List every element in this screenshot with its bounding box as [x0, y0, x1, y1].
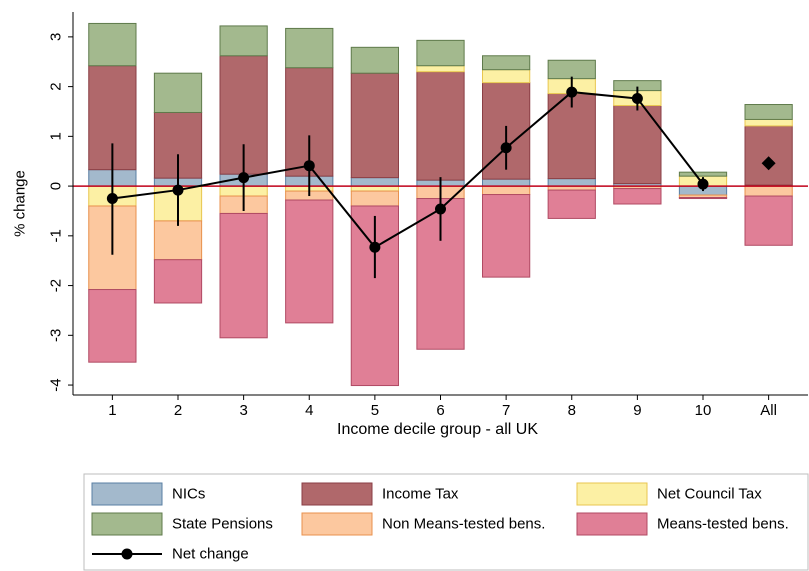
- bar-segment-income-tax: [416, 71, 465, 181]
- legend-swatch-income-tax: [301, 482, 373, 506]
- bar-segment-state-pensions: [285, 27, 334, 69]
- net-change-point: [631, 93, 643, 105]
- bar-segment-means-tested-bens: [285, 199, 334, 324]
- legend-items: NICs Income Tax Net Council Tax State Pensi…: [91, 482, 789, 563]
- bar-segment-means-tested-bens: [678, 197, 728, 200]
- bar-segment-means-tested-bens: [88, 289, 137, 363]
- net-change-point: [500, 142, 512, 154]
- bar-segment-state-pensions: [153, 72, 203, 113]
- legend-label: Income Tax: [382, 486, 459, 503]
- bar-segment-state-pensions: [88, 22, 137, 67]
- bar-segment-means-tested-bens: [744, 195, 793, 246]
- bar-segment-income-tax: [744, 125, 793, 186]
- net-change-point: [303, 160, 315, 172]
- x-axis-title: Income decile group - all UK: [337, 421, 538, 438]
- legend-swatch-means-tested-bens: [576, 512, 648, 536]
- y-tick-label: 3: [48, 33, 65, 41]
- legend-marker-net-change: [121, 548, 133, 560]
- bar-segment-means-tested-bens: [547, 189, 596, 219]
- bar-segment-means-tested-bens: [613, 188, 662, 205]
- y-tick-label: -4: [48, 378, 65, 391]
- x-tick-label: 2: [174, 402, 182, 419]
- net-change-point: [369, 241, 381, 253]
- y-axis: -4 -3 -2 -1 0 1 2 3 % change: [12, 12, 74, 395]
- y-tick-label: -3: [48, 329, 65, 342]
- net-change-line: [112, 91, 704, 249]
- legend-label: Means-tested bens.: [657, 516, 789, 533]
- bar-segment-state-pensions: [744, 104, 793, 120]
- legend-label: NICs: [172, 486, 205, 503]
- bar-segment-means-tested-bens: [219, 212, 268, 339]
- bar-segment-state-pensions: [678, 171, 728, 177]
- x-tick-label: 9: [633, 402, 641, 419]
- legend-label: Net Council Tax: [657, 486, 762, 503]
- legend-label: Non Means-tested bens.: [382, 516, 545, 533]
- y-tick-label: -1: [48, 229, 65, 242]
- net-change-point: [435, 203, 446, 215]
- bar-segment-net-council-tax: [482, 69, 531, 84]
- legend-label: Net change: [172, 546, 249, 563]
- bar-segment-non-means-tested-bens: [153, 220, 203, 261]
- y-axis-title: % change: [12, 170, 29, 237]
- legend-swatch-state-pensions: [91, 512, 163, 536]
- legend: NICs Income Tax Net Council Tax State Pensi…: [83, 473, 809, 571]
- x-tick-label: 1: [108, 402, 116, 419]
- bar-segment-state-pensions: [219, 25, 268, 57]
- net-change-all-marker: [761, 156, 776, 171]
- legend-swatch-nics: [91, 482, 163, 506]
- bar-segment-means-tested-bens: [153, 259, 203, 304]
- y-ticks: -4 -3 -2 -1 0 1 2 3: [48, 33, 73, 392]
- x-ticks: 1 2 3 4 5 6 7 8 9 10 All: [108, 395, 777, 419]
- bar-segment-state-pensions: [350, 46, 399, 74]
- y-tick-label: 1: [48, 132, 65, 140]
- bar-segment-state-pensions: [482, 55, 531, 71]
- y-tick-label: 2: [48, 82, 65, 90]
- bar-segment-non-means-tested-bens: [350, 190, 399, 207]
- x-tick-label: 4: [305, 402, 313, 419]
- legend-swatch-net-council-tax: [576, 482, 648, 506]
- net-change-point: [566, 86, 578, 98]
- legend-label: State Pensions: [172, 516, 273, 533]
- net-change-point: [238, 172, 250, 184]
- plot-area: [73, 22, 808, 387]
- bar-segment-income-tax: [350, 72, 399, 179]
- bar-segment-state-pensions: [416, 39, 465, 67]
- x-tick-label: 8: [568, 402, 576, 419]
- net-change-point: [172, 184, 184, 196]
- bar-segment-income-tax: [613, 105, 662, 185]
- x-tick-label: All: [760, 402, 777, 419]
- y-tick-label: 0: [48, 182, 65, 190]
- x-tick-label: 5: [371, 402, 379, 419]
- x-tick-label: 7: [502, 402, 510, 419]
- x-tick-label: 3: [239, 402, 247, 419]
- legend-swatch-non-means-tested-bens: [301, 512, 373, 536]
- bar-segment-net-council-tax: [744, 118, 793, 127]
- y-tick-label: -2: [48, 279, 65, 292]
- net-change-points: [106, 86, 776, 253]
- bar-segment-nics: [350, 177, 399, 187]
- bar-segment-means-tested-bens: [482, 194, 531, 278]
- bar-segment-non-means-tested-bens: [482, 185, 531, 196]
- bar-segment-non-means-tested-bens: [744, 185, 793, 197]
- net-change-point: [106, 193, 118, 205]
- x-tick-label: 6: [436, 402, 444, 419]
- net-change-point: [697, 178, 709, 190]
- bar-segment-nics: [547, 178, 596, 187]
- legend-box: [83, 473, 809, 571]
- x-tick-label: 10: [695, 402, 712, 419]
- bar-segment-net-council-tax: [416, 65, 465, 73]
- bar-segment-nics: [482, 178, 531, 187]
- bar-segment-state-pensions: [547, 59, 596, 80]
- x-axis: 1 2 3 4 5 6 7 8 9 10 All Income decile group - all…: [73, 394, 808, 438]
